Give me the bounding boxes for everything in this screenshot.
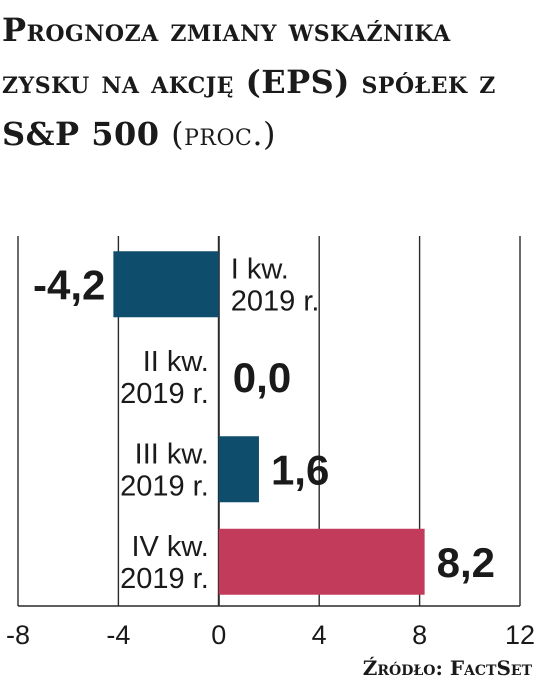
category-label: II kw. [143,346,209,378]
category-label: 2019 r. [120,378,209,410]
category-label: 2019 r. [120,470,209,502]
value-label: 0,0 [233,354,291,401]
bar [218,528,425,595]
category-label: 2019 r. [120,563,209,595]
category-labels: I kw.2019 r.II kw.2019 r.III kw.2019 r.I… [120,253,319,595]
bar [218,436,259,503]
category-label: I kw. [231,253,289,285]
bar [113,251,219,318]
source-note: Źródło: FactSet [362,656,532,680]
x-axis-tick-labels: -8 -4 0 4 8 12 [6,620,535,650]
chart-title-unit: (proc.) [171,115,277,153]
bars [113,251,425,595]
x-tick-label: -8 [6,620,30,650]
category-label: IV kw. [131,531,208,563]
x-tick-label: 4 [312,620,327,650]
x-tick-label: 0 [211,620,226,650]
chart-title-main: Prognoza zmiany wskaźnika zysku na akcję… [2,11,496,153]
value-label: -4,2 [33,261,105,308]
value-labels: -4,2 0,0 1,6 8,2 [33,261,495,586]
x-tick-label: -4 [106,620,130,650]
value-label: 8,2 [437,539,495,586]
category-label: 2019 r. [231,285,320,317]
value-label: 1,6 [271,446,329,493]
x-tick-label: 12 [505,620,535,650]
category-label: III kw. [135,438,209,470]
chart-title: Prognoza zmiany wskaźnika zysku na akcję… [2,4,536,160]
x-tick-label: 8 [412,620,427,650]
